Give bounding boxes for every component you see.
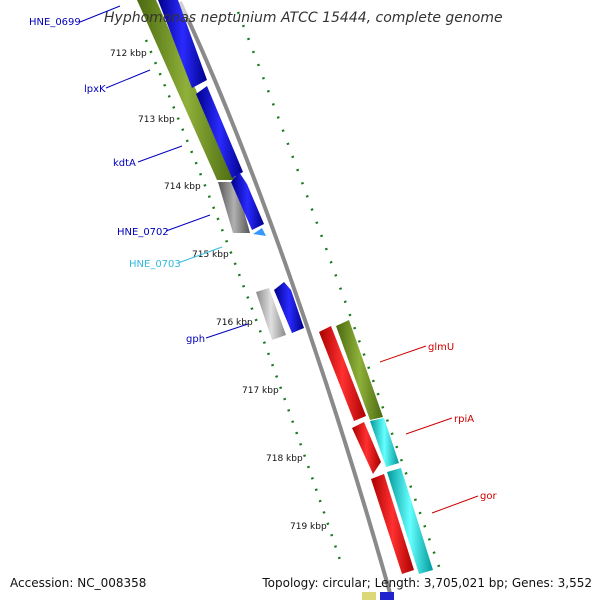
leader-gor	[431, 495, 479, 514]
gene-label-glmu[interactable]: glmU	[428, 342, 454, 353]
cog-segment-cyan-2	[387, 468, 433, 574]
gene-rpia-shape[interactable]	[352, 422, 381, 474]
gene-gph-shape[interactable]	[274, 282, 304, 333]
leader-gph	[205, 323, 249, 339]
genome-title: Hyphomonas neptunium ATCC 15444, complet…	[104, 10, 503, 26]
cog-segment-olive-1	[137, 0, 236, 180]
gene-label-gph[interactable]: gph	[186, 334, 205, 345]
gene-lpxk-shape[interactable]	[196, 86, 243, 178]
tick-label-719: 719 kbp	[290, 522, 327, 532]
cog-segment-light	[256, 288, 286, 340]
gene-label-kdta[interactable]: kdtA	[113, 158, 136, 169]
gene-kdta-shape[interactable]	[231, 172, 264, 230]
gene-label-hne0703[interactable]: HNE_0703	[129, 259, 181, 270]
gene-label-hne0699[interactable]: HNE_0699	[29, 17, 81, 28]
bottom-strip-blue	[380, 592, 394, 600]
gene-label-lpxk[interactable]: lpxK	[84, 84, 106, 95]
gene-label-gor[interactable]: gor	[480, 491, 497, 502]
leader-lpxk	[105, 69, 151, 89]
leader-kdta	[137, 145, 183, 163]
tick-label-716: 716 kbp	[216, 318, 253, 328]
bottom-strip-yellow	[362, 592, 376, 600]
cog-segment-olive-2	[336, 320, 383, 420]
tick-label-717: 717 kbp	[242, 386, 279, 396]
topology-text: Topology: circular; Length: 3,705,021 bp…	[262, 576, 592, 590]
leader-hne0699	[79, 5, 121, 23]
gene-label-hne0702[interactable]: HNE_0702	[117, 227, 169, 238]
tick-label-714: 714 kbp	[164, 182, 201, 192]
gene-hne0699-shape[interactable]	[158, 0, 207, 88]
gene-glmu-shape[interactable]	[319, 326, 366, 421]
cog-segment-cyan-1	[370, 418, 399, 467]
gene-gor-shape[interactable]	[371, 474, 414, 574]
leader-hne0703	[177, 246, 223, 264]
gene-label-rpia[interactable]: rpiA	[454, 414, 474, 425]
scale-track-left	[144, 39, 342, 561]
leader-glmu	[379, 345, 427, 363]
tick-label-713: 713 kbp	[138, 115, 175, 125]
leader-hne0702	[165, 214, 211, 232]
tick-label-718: 718 kbp	[266, 454, 303, 464]
gene-hne0703-shape[interactable]	[253, 228, 266, 236]
cog-segment-gray-1	[218, 182, 250, 233]
backbone-line	[178, 1, 394, 600]
accession-text: Accession: NC_008358	[10, 576, 147, 590]
tick-label-712: 712 kbp	[110, 49, 147, 59]
tick-label-715: 715 kbp	[192, 250, 229, 260]
leader-rpia	[405, 417, 453, 435]
